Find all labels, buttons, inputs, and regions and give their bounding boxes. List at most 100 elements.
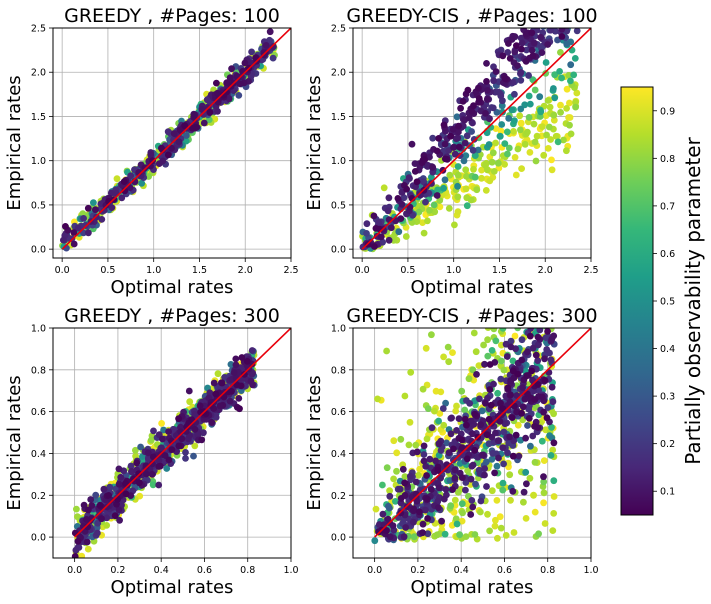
scatter-point <box>227 361 235 368</box>
scatter-point <box>450 144 457 151</box>
x-tick-label: 0.6 <box>197 565 212 576</box>
y-tick-label: 0.2 <box>331 491 346 502</box>
y-tick-label: 0.5 <box>331 200 346 211</box>
scatter-point <box>488 487 496 495</box>
x-tick-label: 0.0 <box>355 265 370 276</box>
scatter-point <box>545 123 553 131</box>
x-ticks: 0.0 0.5 1.0 1.5 2.0 2.5 <box>55 258 299 276</box>
scatter-point <box>563 147 570 155</box>
y-tick-label: 1.0 <box>331 156 346 167</box>
scatter-point <box>536 93 544 101</box>
scatter-point <box>544 328 551 335</box>
scatter-point <box>498 102 506 110</box>
scatter-point <box>433 192 441 199</box>
scatter-point <box>374 395 381 403</box>
scatter-point <box>111 512 119 520</box>
y-tick-label: 0.8 <box>331 365 346 376</box>
scatter-point <box>424 405 432 412</box>
scatter-point <box>100 485 108 493</box>
scatter-point <box>84 545 92 553</box>
scatter-point <box>422 506 429 514</box>
scatter-point <box>475 95 483 102</box>
scatter-point <box>150 427 157 435</box>
scatter-point <box>383 527 390 534</box>
scatter-point <box>566 99 573 107</box>
x-tick-label: 1.5 <box>192 265 207 276</box>
scatter-point <box>483 96 491 103</box>
scatter-point <box>426 206 433 214</box>
y-tick-label: 0.0 <box>31 533 46 544</box>
scatter-point <box>504 384 512 392</box>
scatter-point <box>484 328 492 331</box>
scatter-point <box>441 140 449 148</box>
y-tick-label: 2.0 <box>331 68 346 79</box>
scatter-point <box>484 87 491 94</box>
scatter-point <box>370 212 378 220</box>
scatter-point <box>198 436 206 444</box>
scatter-point <box>491 522 499 530</box>
scatter-point <box>515 452 523 460</box>
scatter-point <box>481 465 488 472</box>
x-tick-label: 0.5 <box>400 265 415 276</box>
scatter-point <box>92 491 100 499</box>
scatter-point <box>236 405 243 413</box>
scatter-point <box>62 223 69 230</box>
scatter-point <box>481 471 488 479</box>
scatter-point <box>228 65 236 73</box>
scatter-point <box>520 488 528 496</box>
scatter-point <box>410 505 417 513</box>
scatter-point <box>525 72 532 79</box>
x-ticks: 0.0 0.2 0.4 0.6 0.8 1.0 <box>67 558 299 576</box>
scatter-point <box>563 40 571 48</box>
scatter-point <box>216 402 224 410</box>
scatter-point <box>475 362 483 369</box>
scatter-point <box>572 103 579 111</box>
scatter-point <box>499 52 507 60</box>
scatter-point <box>439 405 447 412</box>
y-axis-label: Empirical rates <box>4 75 25 210</box>
scatter-point <box>170 130 178 137</box>
scatter-point <box>496 132 504 140</box>
scatter-point <box>379 481 386 489</box>
scatter-point <box>148 471 156 478</box>
scatter-point <box>551 71 559 79</box>
scatter-point <box>534 381 542 388</box>
scatter-point <box>269 54 277 62</box>
scatter-point <box>454 489 462 496</box>
scatter-point <box>470 165 477 173</box>
colorbar-tick-label: 0.6 <box>660 249 675 260</box>
scatter-point <box>518 45 525 53</box>
scatter-point <box>548 383 556 391</box>
scatter-point <box>503 353 511 360</box>
scatter-point <box>442 399 449 407</box>
scatter-point <box>386 492 394 500</box>
scatter-point <box>505 115 513 122</box>
scatter-point <box>509 487 517 495</box>
scatter-point <box>385 502 392 510</box>
scatter-point <box>541 377 549 384</box>
plot-frame <box>52 27 292 259</box>
scatter-point <box>548 156 555 164</box>
scatter-point <box>497 375 505 383</box>
x-tick-label: 0.8 <box>240 565 255 576</box>
scatter-point <box>163 465 171 472</box>
scatter-point <box>472 348 480 356</box>
scatter-point <box>547 452 555 459</box>
x-tick-label: 2.0 <box>538 265 553 276</box>
scatter-point <box>550 111 558 119</box>
scatter-point <box>401 479 408 487</box>
scatter-point <box>528 367 536 375</box>
scatter-point <box>434 467 442 474</box>
scatter-point <box>488 455 496 463</box>
scatter-point <box>236 80 244 88</box>
scatter-point <box>522 515 530 522</box>
scatter-point <box>543 346 551 353</box>
scatter-point <box>459 98 467 105</box>
scatter-point <box>155 160 163 168</box>
scatter-point <box>554 138 562 146</box>
scatter-point <box>232 361 240 369</box>
scatter-point <box>372 505 380 513</box>
scatter-point <box>406 418 414 426</box>
scatter-point <box>508 414 516 421</box>
scatter-point <box>529 76 537 83</box>
